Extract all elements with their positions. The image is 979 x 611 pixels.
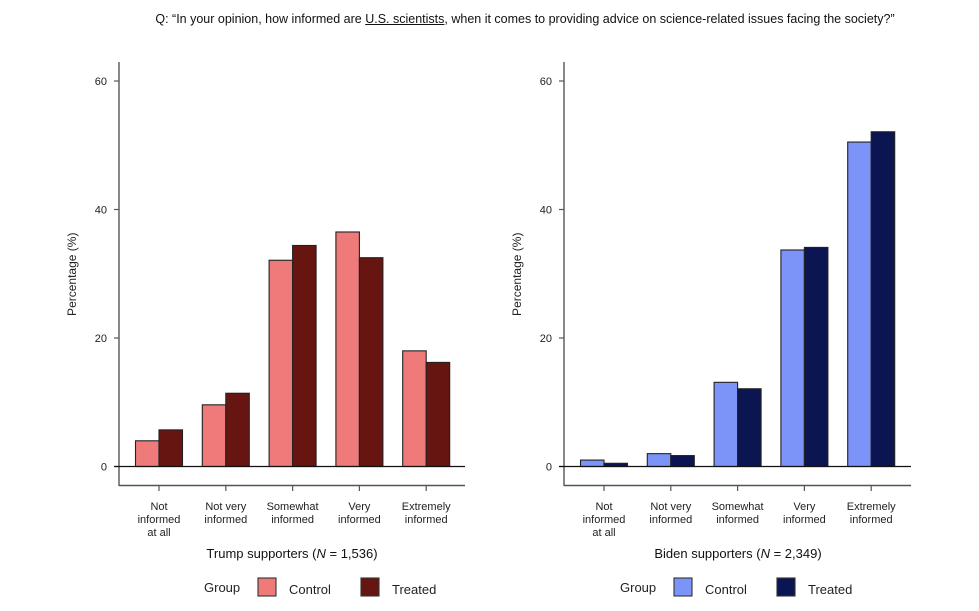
legend: Group Control Treated (204, 577, 436, 597)
bar-treated (803, 246, 829, 468)
category-label: Not informed at all (583, 501, 626, 539)
subtitle-prefix: Trump supporters ( (206, 546, 317, 561)
category-label-line: informed (716, 514, 759, 526)
legend-label-control: Control (289, 582, 331, 597)
category-label-line: informed (271, 514, 314, 526)
subtitle-suffix: = 1,536) (326, 546, 378, 561)
subtitle-n: N (316, 546, 326, 561)
category-label: Somewhat informed (712, 501, 764, 526)
category-label-line: Extremely (847, 501, 896, 513)
category-label-line: informed (783, 514, 826, 526)
category-label-line: at all (592, 527, 615, 539)
category-label: Somewhat informed (267, 501, 319, 526)
y-axis-title: Percentage (%) (510, 233, 524, 316)
legend-label-treated: Treated (392, 582, 436, 597)
subtitle-n: N (761, 546, 771, 561)
subtitle-suffix: = 2,349) (770, 546, 822, 561)
legend-swatch-control (673, 577, 693, 597)
legend-label-treated: Treated (808, 582, 852, 597)
bar-control (847, 141, 872, 468)
question-text: Q: “In your opinion, how informed are U.… (150, 11, 900, 27)
legend: Group Control Treated (620, 577, 852, 597)
legend-swatch-control (257, 577, 277, 597)
legend-title: Group (620, 580, 656, 595)
question-suffix: , when it comes to providing advice on s… (444, 12, 895, 26)
bar-treated (292, 244, 317, 468)
category-label-line: informed (338, 514, 381, 526)
bar-control (201, 404, 227, 468)
category-label-line: informed (405, 514, 448, 526)
category-label-line: Extremely (402, 501, 451, 513)
y-tick-label: 20 (540, 333, 552, 345)
bar-treated (425, 361, 451, 468)
category-label: Not very informed (204, 501, 247, 526)
y-axis-title: Percentage (%) (65, 233, 79, 316)
bar-treated (225, 392, 250, 468)
category-label-line: Very (793, 501, 816, 513)
y-tick-label: 20 (95, 333, 107, 345)
y-tick-label: 60 (95, 76, 107, 88)
category-label: Very informed (783, 501, 826, 526)
subtitle-prefix: Biden supporters ( (654, 546, 761, 561)
y-tick-label: 0 (546, 462, 552, 474)
legend-swatch-treated (776, 577, 796, 597)
bar-treated (670, 455, 695, 468)
category-label-line: Not (595, 501, 612, 513)
question-prefix: Q: “In your opinion, how informed are (155, 12, 366, 26)
category-label-line: Somewhat (712, 501, 764, 513)
category-label-line: Not very (205, 501, 246, 513)
question-underlined-term: U.S. scientists (365, 12, 445, 26)
bar-control (713, 381, 739, 468)
category-label-line: Somewhat (267, 501, 319, 513)
panel-subtitle: Trump supporters (N = 1,536) (206, 546, 377, 561)
category-label-line: informed (138, 514, 181, 526)
category-label-line: Not (150, 501, 167, 513)
category-label-line: informed (204, 514, 247, 526)
y-tick-label: 0 (101, 462, 107, 474)
category-label-line: informed (649, 514, 692, 526)
category-label-line: Not very (650, 501, 691, 513)
category-label: Extremely informed (402, 501, 451, 526)
bar-treated (737, 388, 762, 468)
bar-control (134, 440, 160, 468)
bar-control (268, 259, 294, 468)
category-label: Not very informed (649, 501, 692, 526)
bar-control (335, 231, 360, 468)
legend-swatch-treated (360, 577, 380, 597)
y-tick-label: 60 (540, 76, 552, 88)
legend-title: Group (204, 580, 240, 595)
bar-control (402, 350, 427, 468)
category-label-line: informed (850, 514, 893, 526)
bar-control (646, 453, 672, 468)
bar-treated (358, 257, 384, 468)
category-label: Extremely informed (847, 501, 896, 526)
category-label: Not informed at all (138, 501, 181, 539)
legend-label-control: Control (705, 582, 747, 597)
bar-treated (870, 131, 896, 468)
y-tick-label: 40 (540, 205, 552, 217)
category-label-line: at all (147, 527, 170, 539)
category-label-line: Very (348, 501, 371, 513)
y-tick-label: 40 (95, 205, 107, 217)
bar-control (780, 249, 805, 468)
category-label-line: informed (583, 514, 626, 526)
category-label: Very informed (338, 501, 381, 526)
panel-subtitle: Biden supporters (N = 2,349) (654, 546, 821, 561)
bar-treated (158, 429, 184, 468)
bar-control (579, 459, 605, 468)
